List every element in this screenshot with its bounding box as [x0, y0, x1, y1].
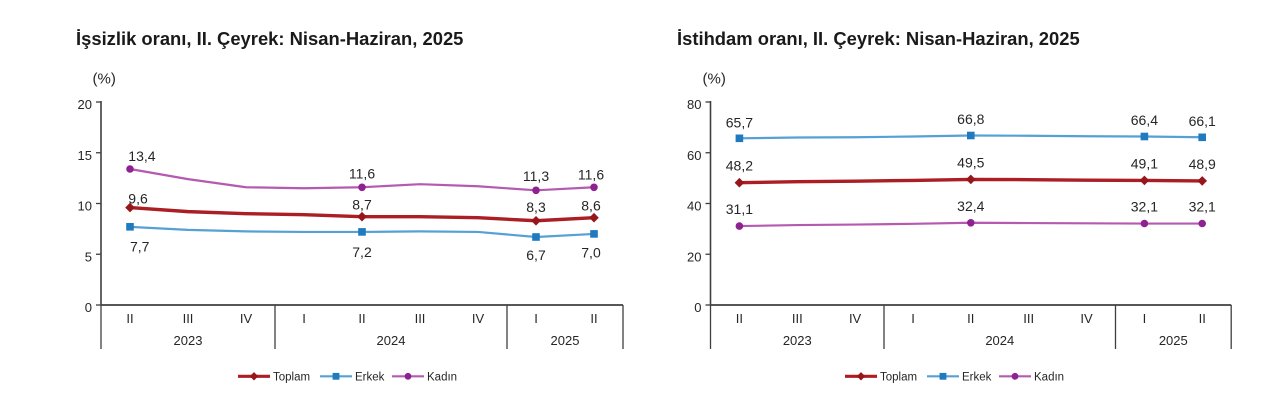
svg-text:8,7: 8,7 — [352, 197, 372, 213]
svg-text:2025: 2025 — [1159, 333, 1188, 348]
svg-text:7,2: 7,2 — [352, 244, 372, 260]
svg-text:31,1: 31,1 — [726, 201, 753, 217]
svg-text:İşsizlik oranı, II. Çeyrek: Ni: İşsizlik oranı, II. Çeyrek: Nisan-Hazira… — [76, 28, 463, 49]
svg-text:11,3: 11,3 — [523, 168, 549, 184]
svg-text:48,9: 48,9 — [1189, 156, 1216, 172]
svg-text:III: III — [792, 311, 803, 326]
svg-text:Kadın: Kadın — [427, 372, 457, 384]
svg-text:7,0: 7,0 — [581, 245, 601, 261]
svg-text:60: 60 — [687, 148, 701, 163]
svg-text:48,2: 48,2 — [726, 158, 753, 174]
svg-text:I: I — [1143, 311, 1147, 326]
svg-text:20: 20 — [78, 97, 92, 112]
svg-text:66,1: 66,1 — [1189, 113, 1216, 129]
svg-text:(%): (%) — [703, 71, 726, 88]
svg-text:5: 5 — [85, 249, 92, 264]
svg-text:49,1: 49,1 — [1131, 156, 1158, 172]
svg-text:I: I — [911, 311, 915, 326]
svg-text:IV: IV — [240, 311, 253, 326]
svg-text:II: II — [736, 311, 743, 326]
svg-text:8,3: 8,3 — [526, 199, 546, 215]
svg-text:III: III — [415, 311, 426, 326]
svg-text:2023: 2023 — [783, 333, 812, 348]
svg-text:2024: 2024 — [985, 333, 1014, 348]
svg-text:2024: 2024 — [377, 333, 406, 348]
svg-text:10: 10 — [78, 199, 92, 214]
svg-text:15: 15 — [78, 148, 92, 163]
svg-text:7,7: 7,7 — [130, 238, 150, 254]
svg-text:6,7: 6,7 — [526, 247, 546, 263]
svg-text:66,8: 66,8 — [957, 111, 984, 127]
svg-text:II: II — [967, 311, 974, 326]
svg-text:80: 80 — [687, 97, 701, 112]
svg-text:Kadın: Kadın — [1034, 372, 1064, 384]
svg-text:IV: IV — [472, 311, 485, 326]
svg-text:11,6: 11,6 — [349, 165, 375, 181]
svg-text:II: II — [1199, 311, 1206, 326]
svg-text:49,5: 49,5 — [957, 155, 984, 171]
svg-text:40: 40 — [687, 199, 701, 214]
svg-text:32,4: 32,4 — [957, 198, 984, 214]
svg-text:Erkek: Erkek — [355, 372, 385, 384]
svg-text:I: I — [302, 311, 306, 326]
svg-text:I: I — [534, 311, 538, 326]
svg-text:9,6: 9,6 — [128, 191, 148, 207]
svg-text:(%): (%) — [93, 71, 116, 88]
svg-text:65,7: 65,7 — [726, 115, 753, 131]
svg-text:İstihdam oranı, II. Çeyrek: Ni: İstihdam oranı, II. Çeyrek: Nisan-Hazira… — [677, 28, 1080, 49]
svg-text:32,1: 32,1 — [1189, 199, 1216, 215]
svg-text:III: III — [1023, 311, 1034, 326]
svg-text:Erkek: Erkek — [962, 372, 992, 384]
svg-text:20: 20 — [687, 249, 701, 264]
svg-text:IV: IV — [1080, 311, 1093, 326]
svg-text:11,6: 11,6 — [578, 166, 604, 182]
svg-text:13,4: 13,4 — [128, 148, 155, 164]
svg-text:III: III — [183, 311, 194, 326]
svg-text:II: II — [590, 311, 597, 326]
svg-text:IV: IV — [849, 311, 862, 326]
svg-text:66,4: 66,4 — [1131, 112, 1158, 128]
svg-text:II: II — [126, 311, 133, 326]
svg-text:2025: 2025 — [551, 333, 580, 348]
svg-text:Toplam: Toplam — [880, 372, 917, 384]
svg-text:II: II — [358, 311, 365, 326]
svg-text:0: 0 — [85, 300, 92, 315]
svg-text:Toplam: Toplam — [273, 372, 310, 384]
svg-text:32,1: 32,1 — [1131, 199, 1158, 215]
svg-text:0: 0 — [694, 300, 701, 315]
svg-text:2023: 2023 — [174, 333, 203, 348]
svg-text:8,6: 8,6 — [581, 198, 601, 214]
